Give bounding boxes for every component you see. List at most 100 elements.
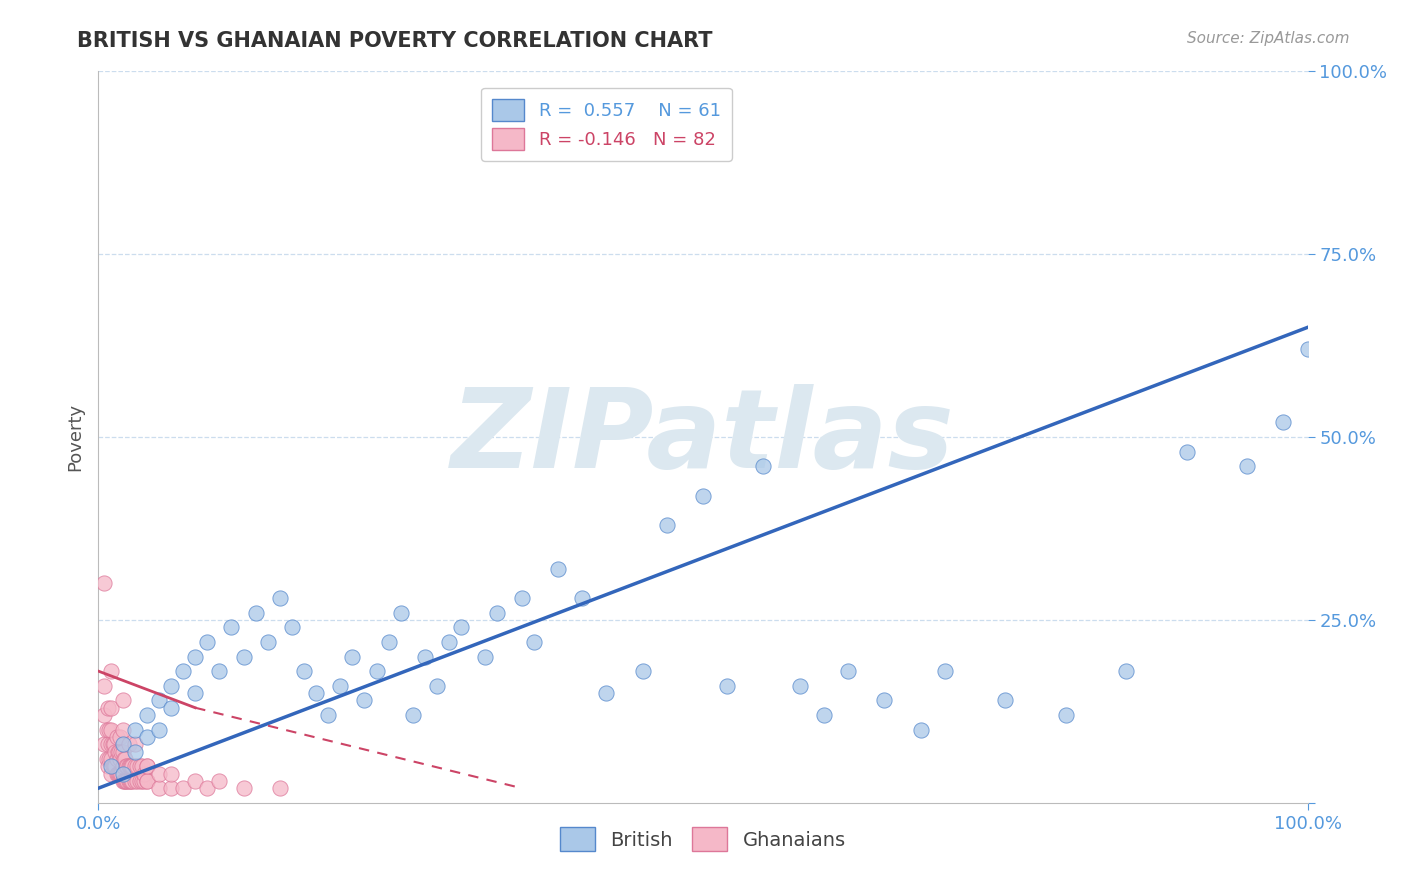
Point: [121, 773, 143, 788]
Point: [118, 759, 141, 773]
Point: [117, 759, 139, 773]
Point: [135, 708, 157, 723]
Point: [93, 679, 115, 693]
Point: [134, 773, 156, 788]
Point: [100, 664, 122, 678]
Point: [474, 649, 496, 664]
Point: [172, 781, 194, 796]
Point: [135, 759, 157, 773]
Point: [1115, 664, 1137, 678]
Text: ZIPatlas: ZIPatlas: [451, 384, 955, 491]
Point: [232, 781, 254, 796]
Point: [100, 759, 122, 773]
Point: [789, 679, 811, 693]
Point: [256, 635, 278, 649]
Point: [160, 766, 183, 780]
Point: [108, 766, 131, 780]
Point: [134, 766, 156, 780]
Point: [112, 773, 135, 788]
Point: [813, 708, 835, 723]
Point: [208, 664, 231, 678]
Point: [101, 737, 124, 751]
Point: [595, 686, 617, 700]
Point: [124, 745, 146, 759]
Point: [108, 730, 131, 744]
Point: [1296, 343, 1319, 357]
Point: [100, 766, 122, 780]
Point: [547, 562, 569, 576]
Point: [1236, 459, 1258, 474]
Point: [100, 737, 122, 751]
Point: [131, 773, 153, 788]
Point: [110, 766, 132, 780]
Point: [121, 759, 143, 773]
Point: [873, 693, 896, 707]
Point: [135, 759, 157, 773]
Point: [103, 737, 125, 751]
Point: [837, 664, 859, 678]
Point: [111, 766, 134, 780]
Point: [120, 759, 142, 773]
Point: [160, 679, 183, 693]
Point: [135, 730, 157, 744]
Point: [103, 759, 125, 773]
Point: [184, 773, 207, 788]
Point: [135, 773, 157, 788]
Point: [118, 737, 141, 751]
Point: [118, 759, 141, 773]
Point: [100, 700, 122, 714]
Point: [148, 723, 170, 737]
Point: [114, 773, 136, 788]
Point: [389, 606, 412, 620]
Point: [111, 773, 134, 788]
Point: [413, 649, 436, 664]
Point: [107, 745, 129, 759]
Point: [98, 752, 121, 766]
Point: [1054, 708, 1077, 723]
Point: [366, 664, 388, 678]
Point: [111, 693, 134, 707]
Point: [114, 752, 136, 766]
Point: [128, 759, 150, 773]
Point: [160, 781, 183, 796]
Point: [523, 635, 546, 649]
Point: [117, 773, 139, 788]
Point: [118, 773, 141, 788]
Point: [131, 759, 153, 773]
Point: [97, 737, 120, 751]
Point: [115, 773, 138, 788]
Point: [112, 752, 135, 766]
Point: [631, 664, 654, 678]
Text: BRITISH VS GHANAIAN POVERTY CORRELATION CHART: BRITISH VS GHANAIAN POVERTY CORRELATION …: [77, 31, 713, 51]
Point: [97, 700, 120, 714]
Point: [104, 745, 127, 759]
Point: [692, 489, 714, 503]
Point: [135, 773, 157, 788]
Point: [124, 773, 146, 788]
Point: [98, 723, 121, 737]
Point: [195, 635, 218, 649]
Point: [934, 664, 956, 678]
Point: [148, 766, 170, 780]
Y-axis label: Poverty: Poverty: [66, 403, 84, 471]
Point: [437, 635, 460, 649]
Point: [105, 752, 128, 766]
Point: [1175, 444, 1198, 458]
Point: [124, 723, 146, 737]
Point: [105, 766, 128, 780]
Point: [118, 773, 141, 788]
Point: [96, 752, 118, 766]
Point: [100, 723, 122, 737]
Point: [221, 620, 243, 634]
Point: [127, 759, 149, 773]
Point: [402, 708, 425, 723]
Point: [342, 649, 364, 664]
Point: [316, 708, 339, 723]
Legend: British, Ghanaians: British, Ghanaians: [553, 820, 853, 859]
Point: [108, 752, 131, 766]
Point: [148, 693, 170, 707]
Point: [486, 606, 509, 620]
Point: [128, 773, 150, 788]
Point: [994, 693, 1017, 707]
Point: [208, 773, 231, 788]
